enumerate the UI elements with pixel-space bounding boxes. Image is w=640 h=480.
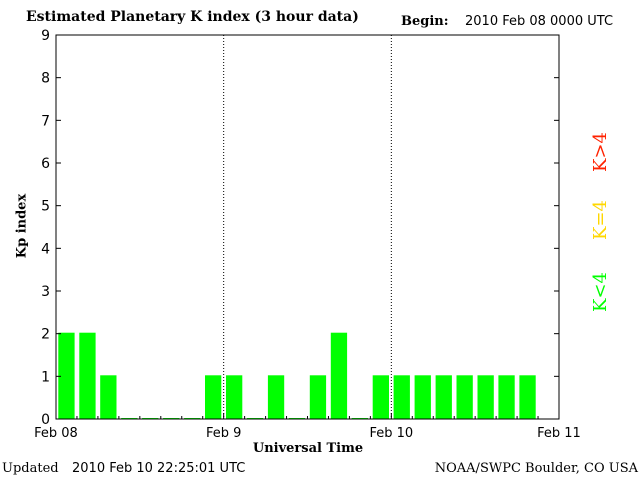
y-tick-label: 3 xyxy=(41,284,50,300)
plot-area-frame xyxy=(55,34,560,420)
x-axis-ticks: Feb 08 Feb 9 Feb 10 Feb 11 xyxy=(34,413,581,441)
y-tick-label: 8 xyxy=(41,71,50,87)
credit-text: NOAA/SWPC Boulder, CO USA xyxy=(434,461,638,476)
y-tick-label: 2 xyxy=(41,327,50,343)
x-tick-label: Feb 10 xyxy=(369,426,413,441)
kp-bar xyxy=(58,332,75,419)
legend-k-above-4: K>4 xyxy=(590,132,611,172)
x-tick-label: Feb 9 xyxy=(206,426,241,441)
kp-bar xyxy=(309,375,327,419)
updated-value: 2010 Feb 10 22:25:01 UTC xyxy=(72,461,246,476)
kp-bar xyxy=(393,375,410,419)
y-tick-label: 5 xyxy=(41,199,50,215)
kp-bar xyxy=(330,332,348,419)
kp-bar xyxy=(498,375,515,419)
begin-value: 2010 Feb 08 0000 UTC xyxy=(465,14,614,29)
x-tick-label: Feb 08 xyxy=(34,426,78,441)
kp-bar xyxy=(519,375,536,419)
kp-bar xyxy=(226,375,243,419)
kp-bar xyxy=(100,375,117,419)
bars-group xyxy=(58,332,536,419)
updated-label: Updated xyxy=(2,461,59,476)
kp-bar xyxy=(456,375,473,419)
kp-bar xyxy=(414,375,431,419)
kp-bar xyxy=(79,332,96,419)
kp-bar xyxy=(477,375,494,419)
chart-title: Estimated Planetary K index (3 hour data… xyxy=(26,9,359,25)
y-tick-label: 1 xyxy=(41,369,50,385)
y-tick-label: 0 xyxy=(41,412,50,428)
legend-k-equal-4: K=4 xyxy=(590,200,611,240)
y-tick-label: 9 xyxy=(41,28,50,44)
y-axis-ticks: 0 1 2 3 4 5 6 7 8 9 xyxy=(41,28,559,428)
x-axis-label: Universal Time xyxy=(252,441,364,456)
y-tick-label: 4 xyxy=(41,241,50,257)
y-tick-label: 6 xyxy=(41,156,50,172)
x-tick-label: Feb 11 xyxy=(537,426,581,441)
y-axis-label: Kp index xyxy=(14,193,30,259)
day-divider-lines xyxy=(223,35,392,419)
kp-bar xyxy=(372,375,389,419)
legend-k-below-4: K<4 xyxy=(590,272,611,312)
kp-bar xyxy=(435,375,452,419)
kp-bar xyxy=(205,375,222,419)
kp-bar xyxy=(267,375,285,419)
y-tick-label: 7 xyxy=(41,113,50,129)
begin-label: Begin: xyxy=(401,14,449,29)
